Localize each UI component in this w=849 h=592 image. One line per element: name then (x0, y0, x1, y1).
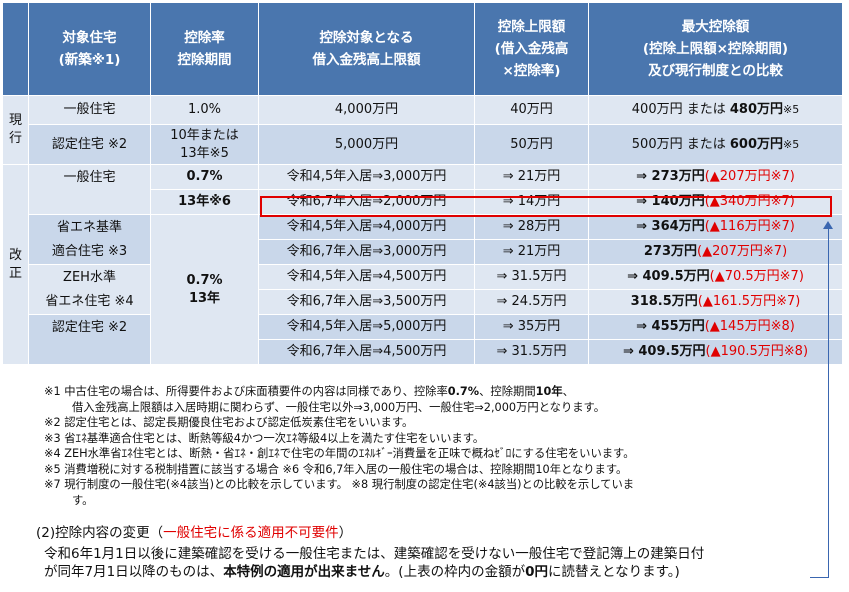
revised-max-cell: 318.5万円(▲161.5万円※7) (588, 289, 843, 315)
footnote-7-cont: す。 (72, 493, 94, 507)
revised-max-cell: ⇒ 455万円(▲145万円※8) (588, 314, 843, 340)
paragraph-line-1: 令和6年1月1日以後に建築確認を受ける一般住宅または、建築確認を受けない一般住宅… (44, 546, 705, 562)
revised-limit-cell: 令和4,5年入居⇒3,000万円 (258, 164, 475, 190)
footnote-5: ※5 消費増税に対する税制措置に該当する場合 ※6 令和6,7年入居の一般住宅の… (44, 462, 628, 476)
revised-cap-cell: ⇒ 24.5万円 (474, 289, 589, 315)
revised-cap-cell: ⇒ 21万円 (474, 239, 589, 265)
revised-limit-cell: 令和4,5年入居⇒4,500万円 (258, 264, 475, 290)
header-rate-period: 控除率 控除期間 (150, 2, 259, 96)
revised-max-cell: 273万円(▲207万円※7) (588, 239, 843, 265)
current-certified-cap: 50万円 (474, 124, 589, 165)
highlight-frame (260, 196, 832, 217)
revised-cap-cell: ⇒ 31.5万円 (474, 339, 589, 365)
revised-limit-cell: 令和4,5年入居⇒4,000万円 (258, 214, 475, 240)
revised-max-cell: ⇒ 364万円(▲116万円※7) (588, 214, 843, 240)
footnotes: ※1 中古住宅の場合は、所得要件および床面積要件の内容は同様であり、控除率0.7… (44, 384, 844, 508)
footnote-1-cont: 借入金残高上限額は入居時期に関わらず、一般住宅以外⇒3,000万円、一般住宅⇒2… (72, 400, 606, 414)
header-deduction-cap: 控除上限額 (借入金残高 ×控除率) (474, 2, 589, 96)
revised-limit-cell: 令和6,7年入居⇒4,500万円 (258, 339, 475, 365)
current-general-limit: 4,000万円 (258, 95, 475, 125)
current-certified-rate: 10年または 13年※5 (150, 124, 259, 165)
header-target-housing: 対象住宅 (新築※1) (28, 2, 151, 96)
revised-cap-cell: ⇒ 35万円 (474, 314, 589, 340)
current-certified-max: 500万円 または 600万円※5 (588, 124, 843, 165)
footnote-1: ※1 中古住宅の場合は、所得要件および床面積要件の内容は同様であり、控除率0.7… (44, 385, 574, 398)
revised-cap-cell: ⇒ 31.5万円 (474, 264, 589, 290)
revised-max-cell: ⇒ 273万円(▲207万円※7) (588, 164, 843, 190)
revised-max-cell: ⇒ 409.5万円(▲190.5万円※8) (588, 339, 843, 365)
current-side-label: 現 行 (2, 95, 29, 165)
revised-general-rate: 0.7% (150, 164, 259, 190)
connector-arrowhead (823, 221, 833, 229)
revised-other-rate-period: 0.7% 13年 (150, 214, 259, 365)
footnote-3: ※3 省ｴﾈ基準適合住宅とは、断熱等級4かつ一次ｴﾈ等級4以上を満たす住宅をいい… (44, 431, 485, 445)
revised-limit-cell: 令和6,7年入居⇒2,000万円 (258, 189, 475, 215)
current-general-max: 400万円 または 480万円※5 (588, 95, 843, 125)
revised-zeh-type: ZEH水準 省エネ住宅 ※4 (28, 264, 151, 315)
header-corner (2, 2, 29, 96)
revised-limit-cell: 令和6,7年入居⇒3,500万円 (258, 289, 475, 315)
footnote-4: ※4 ZEH水準省ｴﾈ住宅とは、断熱・省ｴﾈ・創ｴﾈで住宅の年間のｴﾈﾙｷﾞｰ消… (44, 447, 635, 460)
section-heading: (2)控除内容の変更（一般住宅に係る適用不可要件） (36, 525, 353, 541)
header-max-deduction: 最大控除額 (控除上限額×控除期間) 及び現行制度との比較 (588, 2, 843, 96)
current-general-type: 一般住宅 (28, 95, 151, 125)
revised-certified-type: 認定住宅 ※2 (28, 314, 151, 365)
revised-cap-cell: ⇒ 21万円 (474, 164, 589, 190)
current-certified-limit: 5,000万円 (258, 124, 475, 165)
revised-general-type: 一般住宅 (28, 164, 151, 215)
revised-energy-type: 省エネ基準 適合住宅 ※3 (28, 214, 151, 265)
revised-limit-cell: 令和4,5年入居⇒5,000万円 (258, 314, 475, 340)
current-general-cap: 40万円 (474, 95, 589, 125)
current-general-rate: 1.0% (150, 95, 259, 125)
revised-cap-cell: ⇒ 28万円 (474, 214, 589, 240)
current-certified-type: 認定住宅 ※2 (28, 124, 151, 165)
connector-line (828, 226, 829, 577)
deduction-table: 対象住宅 (新築※1) 控除率 控除期間 控除対象となる 借入金残高上限額 控除… (2, 2, 843, 365)
revised-limit-cell: 令和6,7年入居⇒3,000万円 (258, 239, 475, 265)
explanation-paragraph: 令和6年1月1日以後に建築確認を受ける一般住宅または、建築確認を受けない一般住宅… (44, 545, 834, 581)
revised-side-label: 改 正 (2, 164, 29, 365)
revised-max-cell: ⇒ 409.5万円(▲70.5万円※7) (588, 264, 843, 290)
footnote-2: ※2 認定住宅とは、認定長期優良住宅および認定低炭素住宅をいいます。 (44, 416, 414, 429)
revised-general-period: 13年※6 (150, 189, 259, 215)
paragraph-line-2: が同年7月1日以降のものは、本特例の適用が出来ません。(上表の枠内の金額が0円に… (44, 564, 680, 580)
connector-line-horizontal (810, 577, 829, 578)
footnote-7: ※7 現行制度の一般住宅(※4該当)との比較を示しています。 ※8 現行制度の認… (44, 478, 635, 491)
header-loan-limit: 控除対象となる 借入金残高上限額 (258, 2, 475, 96)
